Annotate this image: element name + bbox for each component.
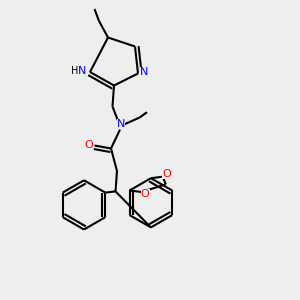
Text: H: H bbox=[71, 65, 78, 76]
Text: O: O bbox=[84, 140, 93, 151]
Text: N: N bbox=[117, 118, 125, 129]
Text: O: O bbox=[162, 169, 171, 179]
Text: N: N bbox=[77, 65, 86, 76]
Text: N: N bbox=[140, 67, 148, 77]
Text: O: O bbox=[141, 189, 150, 200]
